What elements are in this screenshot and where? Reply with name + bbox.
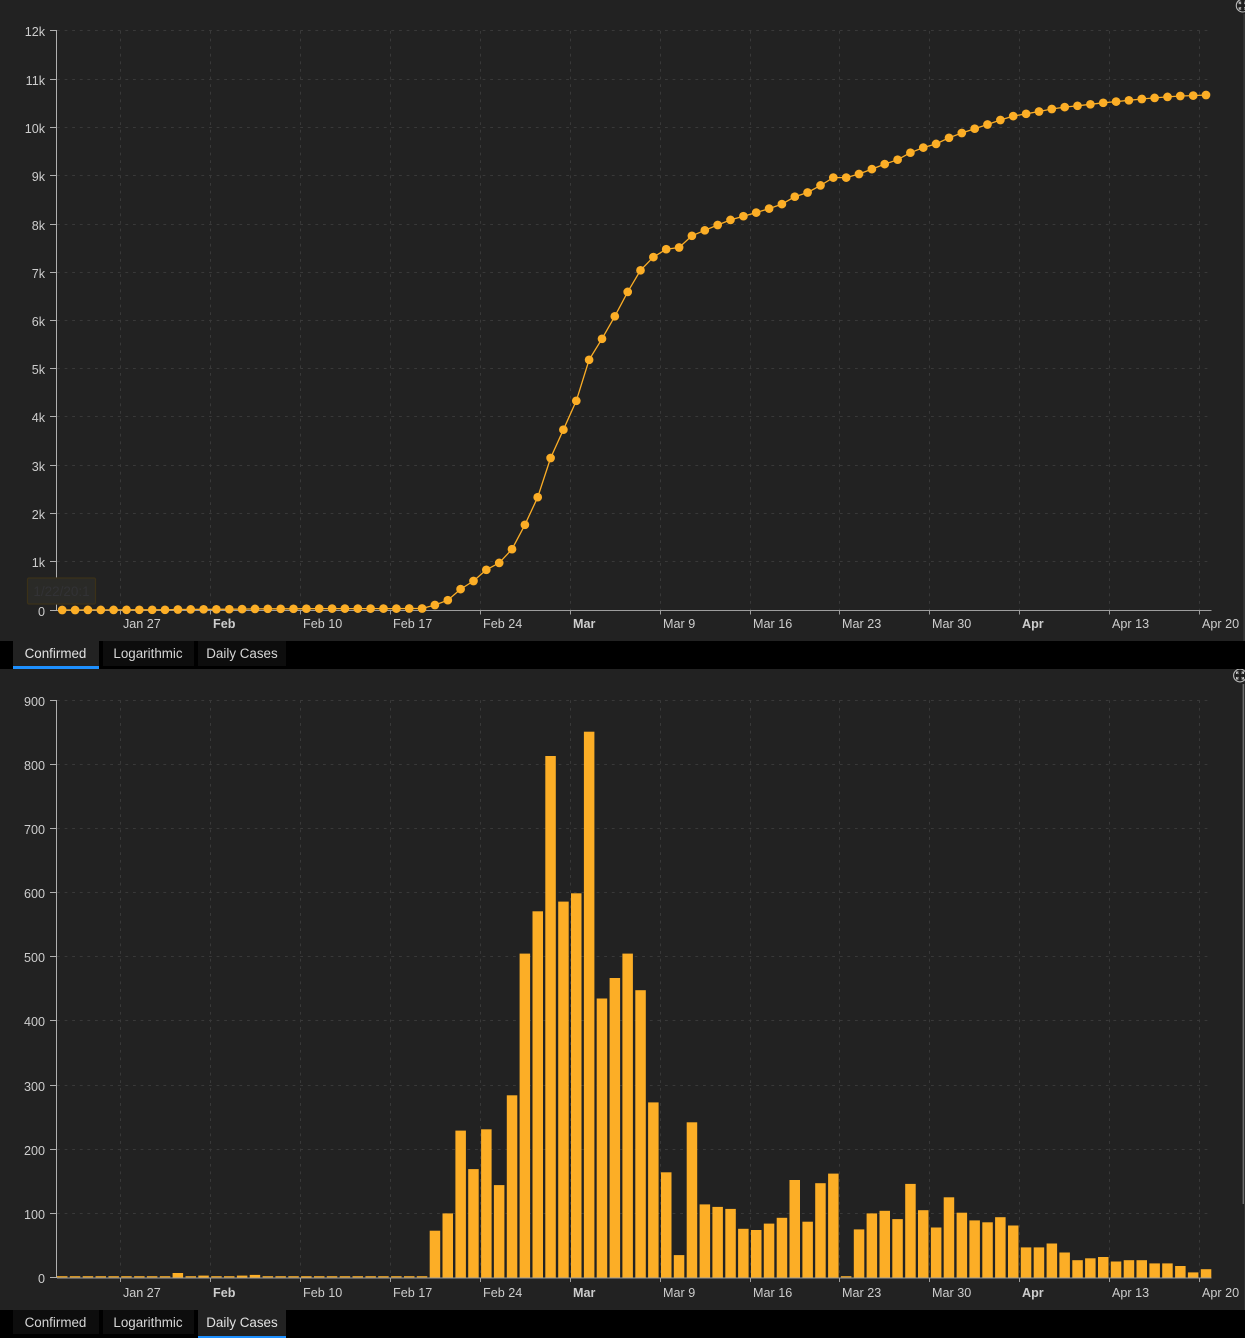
- svg-text:500: 500: [24, 951, 45, 965]
- svg-text:Apr: Apr: [1022, 1286, 1044, 1300]
- svg-text:3k: 3k: [32, 460, 46, 474]
- svg-text:Apr 13: Apr 13: [1112, 617, 1149, 631]
- svg-text:700: 700: [24, 823, 45, 837]
- svg-text:5k: 5k: [32, 363, 46, 377]
- svg-text:8k: 8k: [32, 219, 46, 233]
- svg-text:Feb 10: Feb 10: [303, 617, 342, 631]
- svg-text:Feb: Feb: [213, 617, 236, 631]
- svg-text:9k: 9k: [32, 170, 46, 184]
- svg-text:Mar 16: Mar 16: [753, 617, 792, 631]
- svg-text:Apr 20: Apr 20: [1202, 1286, 1239, 1300]
- svg-text:0: 0: [38, 605, 45, 619]
- svg-text:0: 0: [38, 1272, 45, 1286]
- svg-text:Feb 24: Feb 24: [483, 617, 522, 631]
- svg-text:1k: 1k: [32, 556, 46, 570]
- svg-text:1/22/20:1: 1/22/20:1: [33, 584, 89, 599]
- svg-text:7k: 7k: [32, 267, 46, 281]
- svg-text:600: 600: [24, 887, 45, 901]
- svg-text:Apr 13: Apr 13: [1112, 1286, 1149, 1300]
- svg-text:Feb 17: Feb 17: [393, 617, 432, 631]
- svg-text:Jan 27: Jan 27: [123, 617, 161, 631]
- svg-text:Mar 23: Mar 23: [842, 617, 881, 631]
- svg-text:10k: 10k: [25, 122, 46, 136]
- svg-text:2k: 2k: [32, 508, 46, 522]
- svg-text:12k: 12k: [25, 25, 46, 39]
- svg-text:100: 100: [24, 1208, 45, 1222]
- svg-text:Mar: Mar: [573, 617, 595, 631]
- svg-text:Mar 16: Mar 16: [753, 1286, 792, 1300]
- svg-text:Mar: Mar: [573, 1286, 595, 1300]
- svg-text:11k: 11k: [26, 74, 46, 88]
- svg-text:4k: 4k: [32, 411, 46, 425]
- svg-text:200: 200: [24, 1144, 45, 1158]
- svg-text:Apr 20: Apr 20: [1202, 617, 1239, 631]
- svg-text:Feb 24: Feb 24: [483, 1286, 522, 1300]
- svg-text:Mar 30: Mar 30: [932, 617, 971, 631]
- svg-text:800: 800: [24, 759, 45, 773]
- svg-text:Feb 10: Feb 10: [303, 1286, 342, 1300]
- svg-text:900: 900: [24, 695, 45, 709]
- svg-text:Mar 30: Mar 30: [932, 1286, 971, 1300]
- svg-text:Mar 9: Mar 9: [663, 617, 695, 631]
- svg-text:300: 300: [24, 1080, 45, 1094]
- svg-text:Feb: Feb: [213, 1286, 236, 1300]
- svg-text:400: 400: [24, 1015, 45, 1029]
- svg-text:Mar 9: Mar 9: [663, 1286, 695, 1300]
- svg-text:Feb 17: Feb 17: [393, 1286, 432, 1300]
- svg-text:Jan 27: Jan 27: [123, 1286, 161, 1300]
- svg-text:Mar 23: Mar 23: [842, 1286, 881, 1300]
- svg-text:Apr: Apr: [1022, 617, 1044, 631]
- svg-text:6k: 6k: [32, 315, 46, 329]
